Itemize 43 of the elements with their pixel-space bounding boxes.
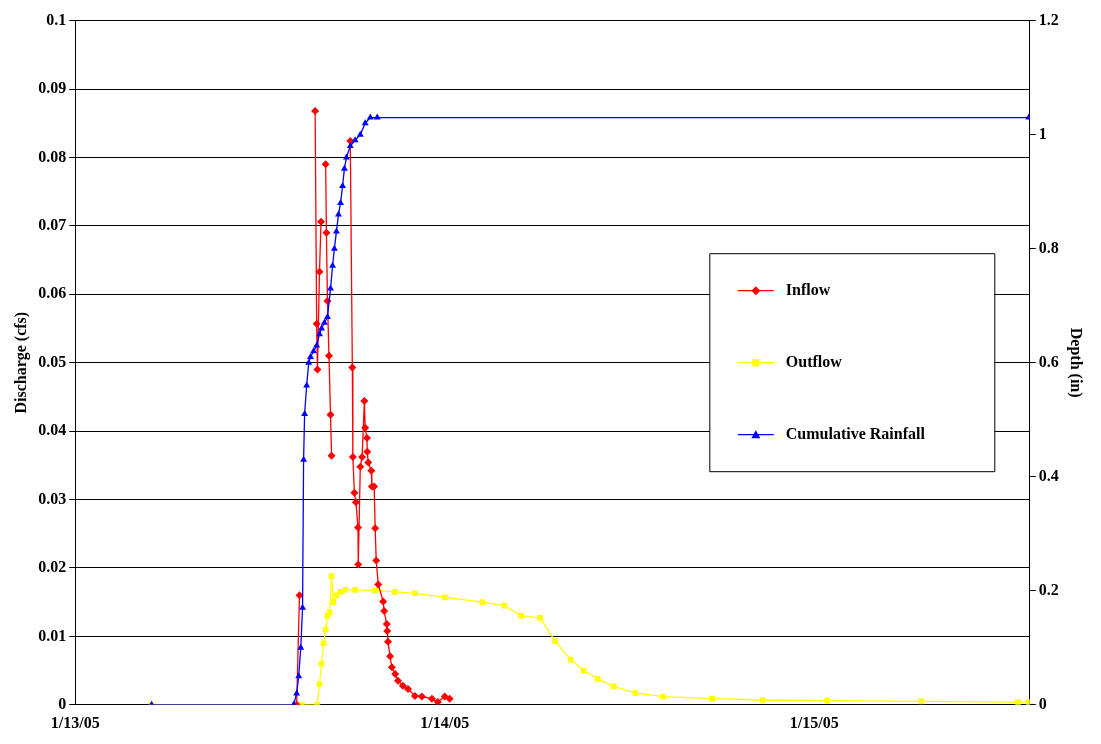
point: [300, 455, 308, 462]
y2-tick-label: 0.2: [1038, 580, 1059, 598]
point: [316, 330, 323, 337]
x-tick-label: 1/14/05: [420, 713, 470, 731]
y-tick-label: 0.1: [46, 10, 67, 28]
point: [323, 313, 331, 320]
y-tick-label: 0.04: [38, 421, 67, 439]
point: [307, 353, 314, 359]
point: [313, 341, 321, 348]
point: [327, 284, 334, 291]
y-tick-label: 0.05: [38, 352, 67, 370]
y-tick-label: 0.01: [38, 626, 67, 644]
y-tick-label: 0.06: [38, 284, 67, 302]
y2-tick-label: 0.6: [1038, 352, 1059, 370]
point: [351, 136, 359, 143]
y2-axis-title: Depth (in): [1067, 327, 1086, 398]
x-tick-label: 1/15/05: [789, 713, 839, 731]
y2-tick-label: 0.4: [1038, 466, 1059, 484]
legend-label: Cumulative Rainfall: [785, 424, 926, 442]
point: [332, 227, 340, 234]
x-tick-label: 1/13/05: [50, 713, 100, 731]
y-tick-label: 0.02: [38, 558, 67, 576]
y-tick-label: 0.03: [38, 489, 67, 507]
point: [320, 318, 328, 325]
legend-label: Inflow: [785, 280, 831, 298]
legend-label: Outflow: [785, 352, 843, 370]
point: [337, 199, 344, 206]
y-tick-label: 0.08: [38, 147, 67, 165]
point: [303, 381, 311, 388]
y-tick-label: 0.07: [38, 216, 67, 233]
y-tick-label: 0.09: [38, 79, 67, 97]
y2-tick-label: 1.2: [1038, 10, 1059, 28]
point: [346, 142, 354, 149]
point: [301, 410, 309, 417]
point: [339, 181, 347, 188]
point: [305, 358, 313, 365]
point: [330, 244, 338, 251]
y2-tick-label: 0: [1038, 694, 1047, 712]
y-tick-label: 0: [58, 694, 67, 712]
y2-tick-label: 0.8: [1038, 238, 1059, 256]
y2-tick-label: 1: [1038, 124, 1047, 142]
point: [329, 261, 337, 268]
y-axis-title: Discharge (cfs): [11, 311, 30, 414]
